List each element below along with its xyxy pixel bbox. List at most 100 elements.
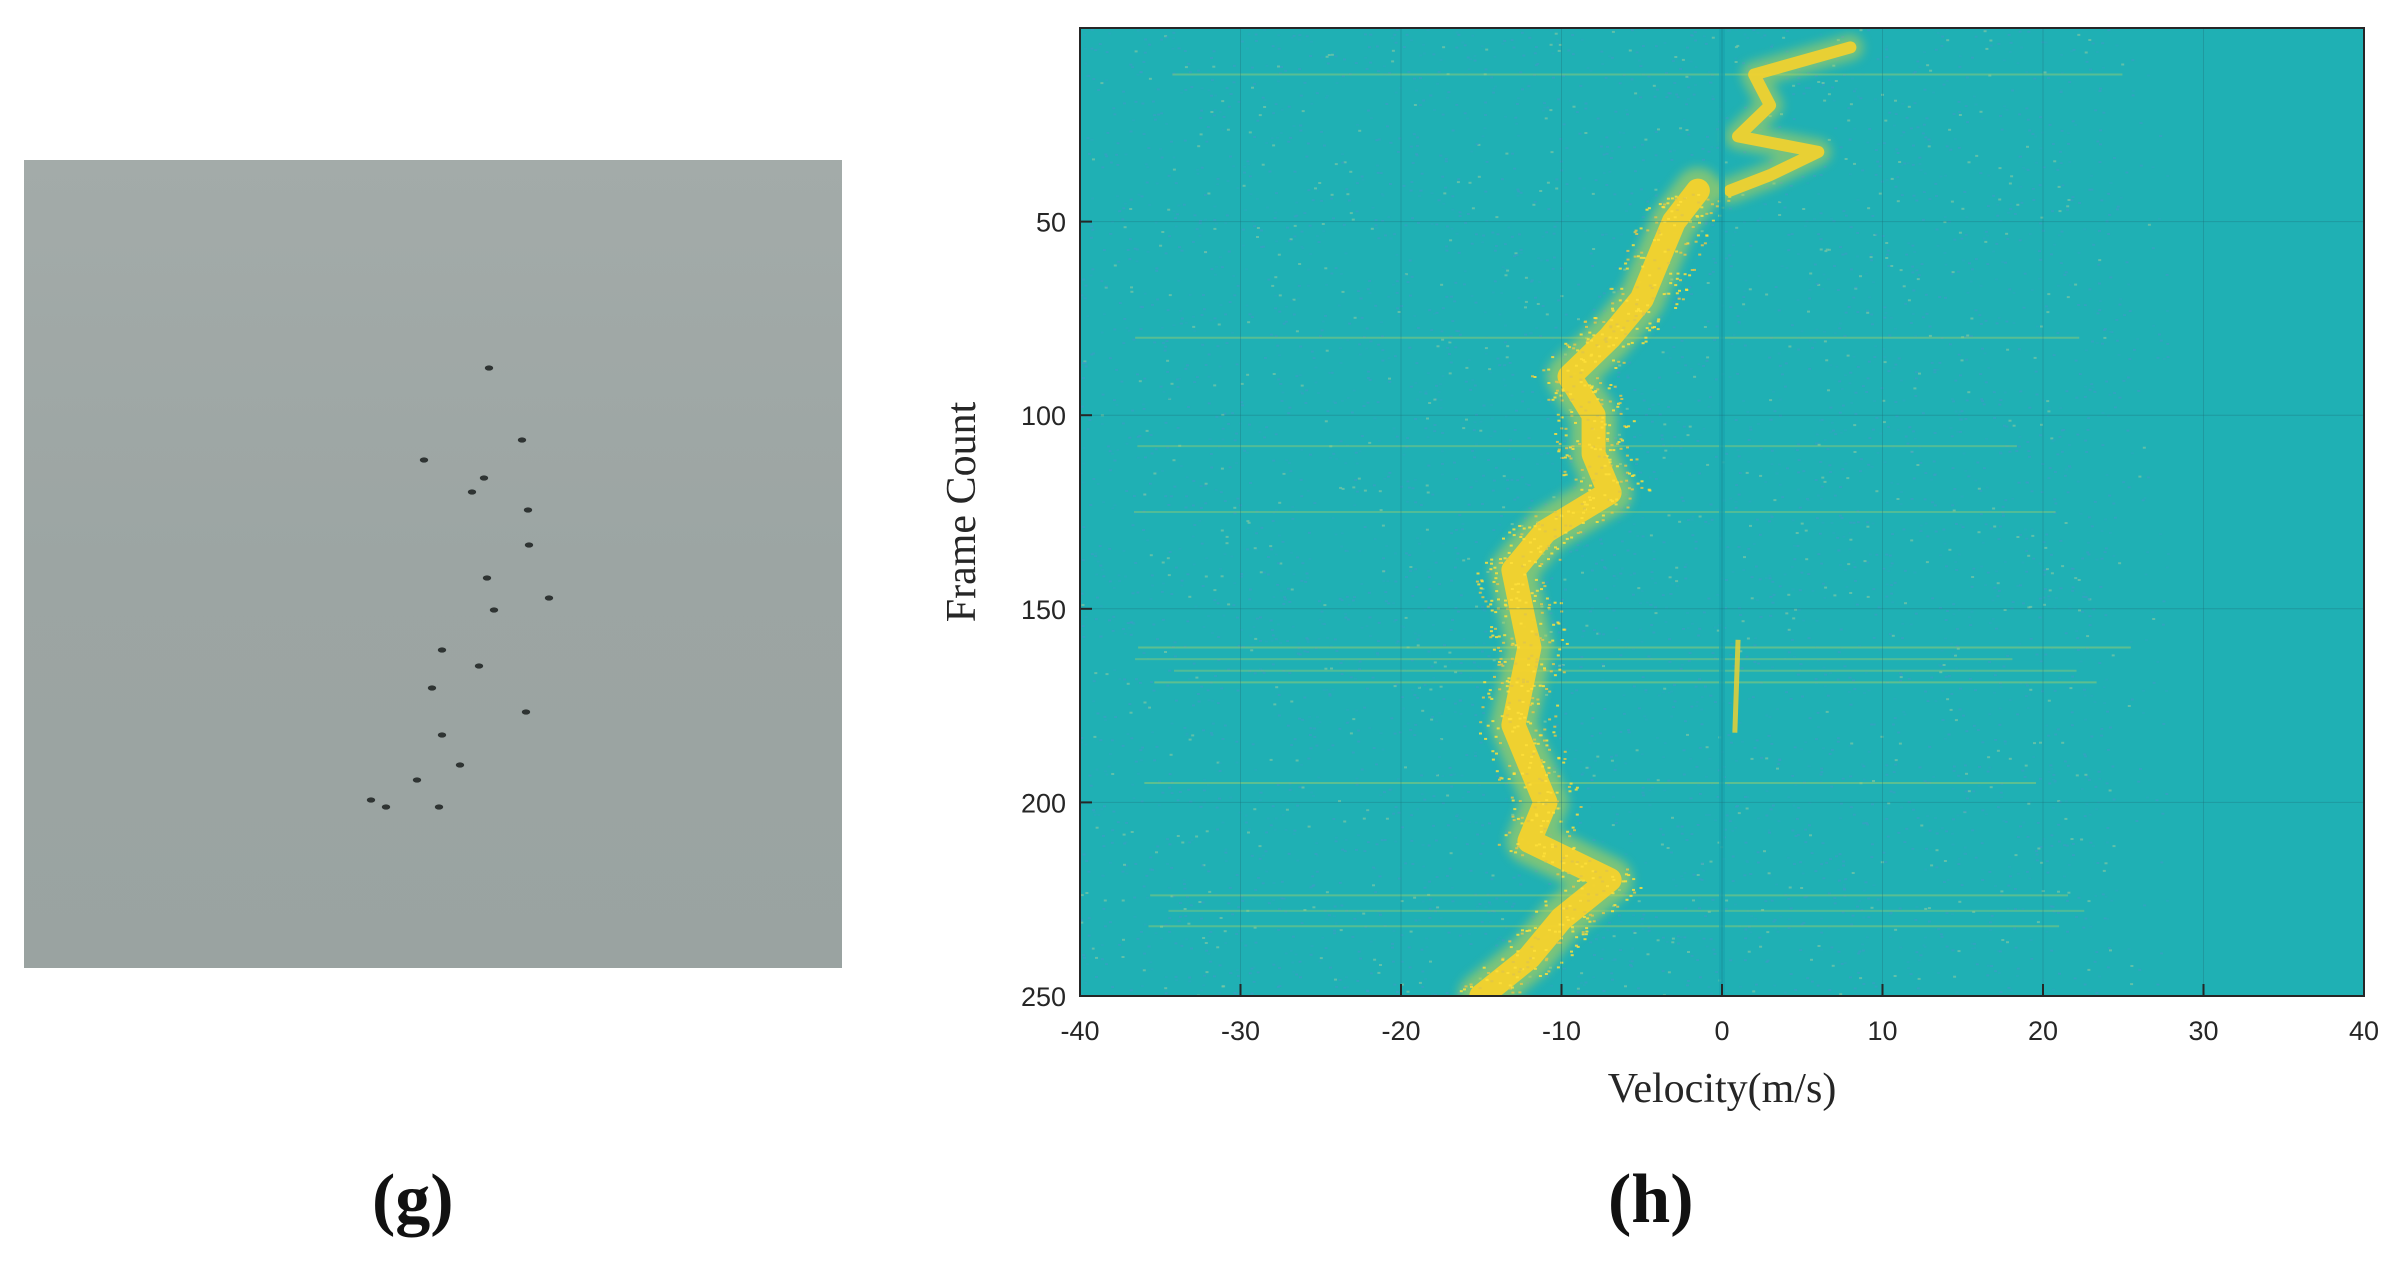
noise-speck [1134, 562, 1138, 564]
noise-speck [1318, 600, 1321, 603]
noise-speck [1992, 391, 1996, 394]
noise-speck [2100, 727, 2104, 730]
noise-speck [1151, 868, 1154, 871]
noise-speck [1821, 476, 1825, 479]
noise-speck [1213, 273, 1217, 276]
noise-speck [1928, 198, 1932, 201]
noise-speck [1376, 652, 1379, 655]
noise-speck [1611, 978, 1614, 981]
noise-speck [1131, 66, 1135, 69]
noise-speck [2050, 572, 2054, 575]
noise-speck [1661, 351, 1665, 354]
noise-speck [1125, 442, 1129, 445]
noise-speck [1914, 612, 1918, 615]
noise-speck [1627, 363, 1631, 366]
noise-speck [1380, 321, 1383, 324]
noise-speck [1979, 110, 1983, 113]
noise-speck [1728, 207, 1732, 210]
noise-speck [1257, 876, 1260, 879]
noise-speck [2008, 875, 2012, 878]
noise-speck [1134, 760, 1138, 763]
noise-speck [1464, 221, 1468, 224]
noise-speck [1830, 785, 1834, 788]
noise-speck [2005, 320, 2009, 323]
noise-speck [1176, 378, 1180, 381]
noise-speck [1479, 741, 1483, 744]
noise-speck [1451, 900, 1455, 903]
noise-speck [1787, 918, 1791, 921]
noise-speck [1395, 683, 1399, 686]
noise-speck [1348, 73, 1352, 75]
noise-speck [1155, 745, 1159, 748]
noise-speck [1397, 778, 1400, 781]
noise-speck [1256, 119, 1260, 122]
noise-speck [1130, 286, 1133, 289]
noise-speck [1592, 629, 1596, 632]
noise-speck [1197, 69, 1201, 72]
noise-speck [1280, 400, 1284, 402]
noise-speck [1092, 158, 1095, 161]
noise-speck [1212, 50, 1216, 53]
noise-speck [1479, 852, 1483, 855]
noise-speck [1309, 886, 1313, 889]
noise-speck [1254, 768, 1258, 771]
noise-speck [1954, 561, 1958, 563]
noise-speck [1340, 904, 1344, 907]
noise-speck [1174, 217, 1178, 220]
noise-speck [1087, 934, 1091, 937]
noise-speck [2038, 616, 2042, 619]
noise-speck [1885, 773, 1889, 776]
noise-speck [1939, 175, 1943, 178]
noise-speck [1742, 62, 1745, 65]
noise-speck [1381, 349, 1385, 352]
noise-speck [1186, 573, 1190, 576]
noise-speck [1846, 354, 1850, 357]
noise-speck [1889, 565, 1893, 568]
noise-speck [1935, 228, 1939, 231]
noise-speck [1848, 532, 1852, 535]
noise-speck [1632, 914, 1635, 917]
noise-speck [1921, 132, 1925, 135]
noise-speck [1797, 443, 1801, 446]
noise-speck [1251, 897, 1255, 900]
noise-speck [1308, 734, 1312, 736]
noise-speck [1617, 639, 1621, 642]
noise-speck [1670, 690, 1674, 693]
noise-speck [1421, 900, 1425, 903]
noise-speck [1396, 640, 1400, 643]
noise-speck [1990, 914, 1994, 917]
noise-speck [1173, 485, 1177, 488]
noise-speck [1751, 696, 1755, 699]
noise-speck [2112, 156, 2116, 159]
noise-speck [1176, 799, 1180, 802]
noise-speck [1251, 220, 1255, 223]
noise-speck [1092, 478, 1096, 480]
noise-speck [1232, 604, 1236, 607]
noise-speck [1832, 532, 1836, 534]
noise-speck [1250, 992, 1254, 995]
noise-speck [1353, 316, 1357, 319]
noise-speck [1486, 571, 1490, 573]
noise-speck [2039, 434, 2043, 437]
noise-speck [1804, 828, 1808, 831]
noise-speck [1272, 963, 1276, 966]
noise-speck [1334, 840, 1338, 843]
noise-speck [2024, 682, 2028, 685]
noise-speck [1122, 342, 1126, 345]
noise-speck [1853, 424, 1857, 427]
noise-speck [2084, 596, 2088, 598]
noise-speck [1167, 886, 1171, 889]
noise-speck [1180, 584, 1184, 587]
noise-speck [1755, 518, 1759, 521]
noise-speck [1263, 436, 1267, 439]
noise-speck [1274, 638, 1278, 641]
noise-speck [1527, 437, 1531, 440]
noise-speck [1859, 470, 1862, 473]
noise-speck [1837, 950, 1841, 953]
noise-speck [1590, 734, 1594, 737]
noise-speck [1914, 395, 1918, 397]
noise-speck [1416, 136, 1420, 139]
noise-speck [1487, 911, 1491, 914]
noise-speck [1167, 504, 1171, 506]
noise-speck [1689, 757, 1693, 760]
